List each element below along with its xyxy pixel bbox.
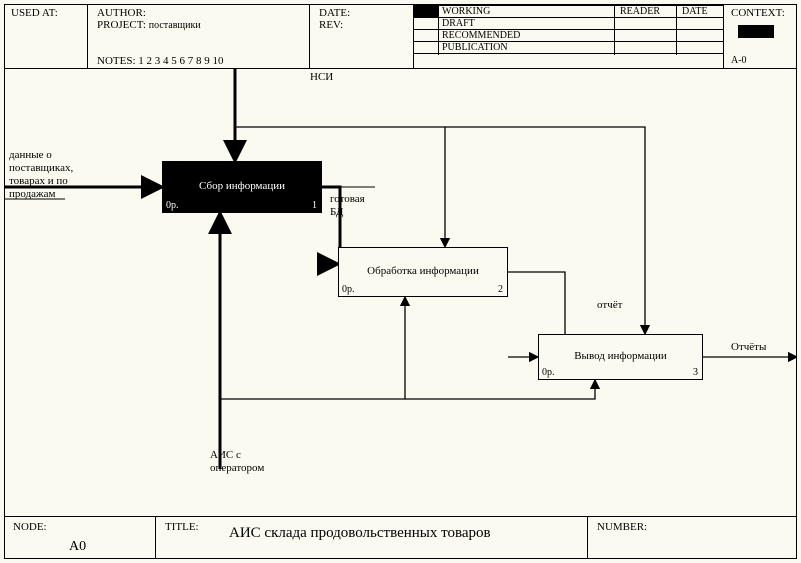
label-input-l2: поставщиках, xyxy=(9,162,73,174)
notes-row: NOTES: 1 2 3 4 5 6 7 8 9 10 xyxy=(93,53,228,69)
node-value: A0 xyxy=(65,537,90,557)
header: USED AT: AUTHOR: PROJECT: поставщики NOT… xyxy=(5,5,796,69)
status-table: WORKING READER DATE DRAFT RECOMMENDED PU… xyxy=(414,5,724,55)
label-input-l3: товарах и по xyxy=(9,175,68,187)
context-code: A-0 xyxy=(727,53,751,68)
process-2: Обработка информации 0р. 2 xyxy=(338,247,508,297)
reader-label: READER xyxy=(620,6,660,17)
process-2-subl: 0р. xyxy=(342,284,355,295)
context-label: CONTEXT: xyxy=(727,5,789,21)
label-otchet: отчёт xyxy=(597,299,622,311)
idef0-frame: USED AT: AUTHOR: PROJECT: поставщики NOT… xyxy=(4,4,797,559)
project-label-text: PROJECT: xyxy=(97,19,146,31)
diagram-area: НСИ данные о поставщиках, товарах и по п… xyxy=(5,69,796,516)
project-label: PROJECT: поставщики xyxy=(93,17,205,33)
title-value: АИС склада продовольственных товаров xyxy=(225,523,495,544)
label-gotovaya: готовая xyxy=(330,193,365,205)
process-1-subl: 0р. xyxy=(166,200,179,211)
label-otchety: Отчёты xyxy=(731,341,766,353)
label-nsi: НСИ xyxy=(310,71,333,83)
status-draft: DRAFT xyxy=(442,18,475,29)
process-3-subl: 0р. xyxy=(542,367,555,378)
notes-values: 1 2 3 4 5 6 7 8 9 10 xyxy=(138,55,223,67)
process-1-title: Сбор информации xyxy=(163,180,321,192)
label-input-l4: продажам xyxy=(9,188,56,200)
label-ais1: АИС с xyxy=(210,449,241,461)
working-mark xyxy=(414,6,438,17)
label-ais2: оператором xyxy=(210,462,264,474)
footer: NODE: A0 TITLE: АИС склада продовольстве… xyxy=(5,516,796,558)
process-1: Сбор информации 0р. 1 xyxy=(162,161,322,213)
process-3-subr: 3 xyxy=(693,367,698,378)
title-label: TITLE: xyxy=(161,519,203,535)
process-2-subr: 2 xyxy=(498,284,503,295)
project-value: поставщики xyxy=(149,20,201,31)
status-publication: PUBLICATION xyxy=(442,42,508,53)
process-2-title: Обработка информации xyxy=(339,265,507,277)
process-3: Вывод информации 0р. 3 xyxy=(538,334,703,380)
used-at-label: USED AT: xyxy=(7,5,62,21)
process-3-title: Вывод информации xyxy=(539,350,702,362)
status-working: WORKING xyxy=(442,6,490,17)
node-label: NODE: xyxy=(9,519,51,535)
status-recommended: RECOMMENDED xyxy=(442,30,520,41)
rev-label: REV: xyxy=(315,17,347,33)
label-input-l1: данные о xyxy=(9,149,52,161)
notes-label: NOTES: xyxy=(97,55,136,67)
process-1-subr: 1 xyxy=(312,200,317,211)
label-bd: БД xyxy=(330,206,343,218)
context-blackbox xyxy=(738,25,774,38)
date2-label: DATE xyxy=(682,6,708,17)
number-label: NUMBER: xyxy=(593,519,651,535)
